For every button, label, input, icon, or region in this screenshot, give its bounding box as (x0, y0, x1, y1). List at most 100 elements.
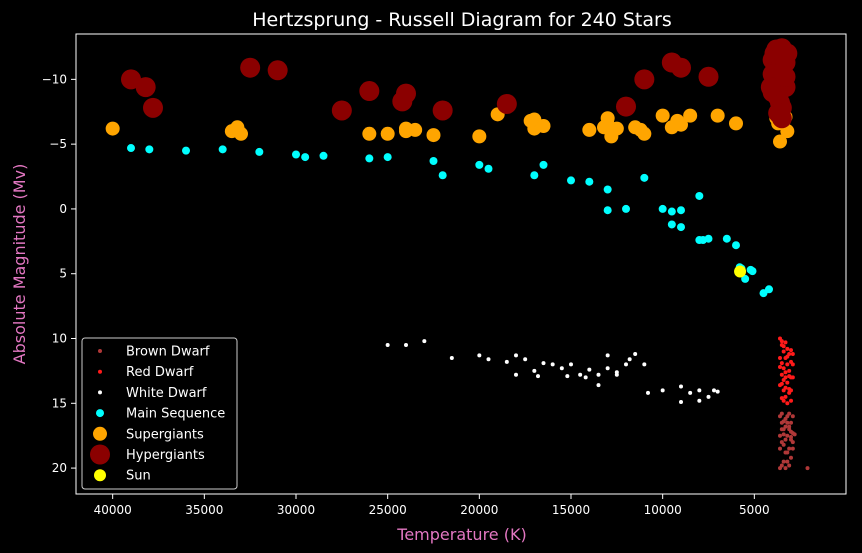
data-point (182, 146, 190, 155)
data-point (790, 362, 795, 367)
data-point (514, 372, 518, 377)
data-point (785, 354, 790, 359)
data-point (319, 151, 328, 160)
data-point (790, 414, 795, 419)
data-point (781, 459, 786, 464)
data-point (789, 388, 793, 393)
data-point (539, 160, 548, 169)
data-point (240, 57, 261, 78)
data-point (655, 108, 670, 123)
legend-label: Main Sequence (126, 407, 225, 422)
y-tick-label: −5 (49, 137, 67, 151)
data-point (785, 433, 790, 438)
data-point (622, 204, 630, 213)
data-point (771, 38, 792, 59)
data-point (779, 427, 784, 432)
data-point (624, 362, 628, 367)
data-point (695, 236, 704, 245)
data-point (778, 446, 782, 451)
data-point (671, 57, 691, 78)
data-point (734, 265, 747, 278)
data-point (582, 122, 597, 137)
x-tick-label: 30000 (277, 503, 315, 517)
data-point (792, 432, 797, 437)
data-point (404, 342, 408, 347)
data-point (710, 108, 725, 123)
y-tick-label: 5 (59, 267, 67, 281)
data-point (559, 366, 564, 371)
series-main-sequence (127, 144, 773, 298)
plot-frame (75, 33, 847, 495)
legend: Brown Dwarf Red Dwarf White Dwarf Main Sequ… (81, 337, 238, 490)
series-hypergiants (121, 38, 798, 129)
data-point (583, 375, 588, 380)
data-point (729, 116, 743, 131)
data-point (362, 126, 377, 141)
data-point (218, 145, 227, 154)
x-tick-label: 10000 (644, 503, 682, 517)
data-point (785, 362, 790, 367)
data-point (677, 223, 685, 232)
data-point (255, 147, 264, 156)
series-brown-dwarf (778, 411, 810, 471)
data-point (616, 96, 636, 117)
x-axis-label: Temperature (K) (396, 525, 526, 544)
x-tick-label: 5000 (739, 503, 770, 517)
data-point (486, 357, 491, 362)
data-point (292, 150, 300, 159)
data-point (779, 411, 784, 416)
x-tick-label: 20000 (460, 503, 498, 517)
data-point (380, 126, 395, 141)
series-red-dwarf (778, 336, 795, 406)
data-point (785, 401, 790, 406)
data-point (785, 459, 790, 464)
legend-label: Red Dwarf (126, 365, 194, 380)
data-point (783, 437, 788, 442)
data-point (565, 374, 570, 379)
data-point (230, 120, 245, 135)
data-point (667, 207, 676, 216)
data-point (532, 368, 537, 373)
data-point (732, 241, 740, 250)
data-point (484, 164, 493, 173)
data-point (781, 442, 786, 447)
legend-marker (98, 369, 102, 374)
data-point (523, 113, 538, 128)
data-point (536, 374, 540, 379)
data-point (775, 66, 796, 87)
data-point (121, 69, 141, 90)
data-point (603, 206, 612, 215)
data-point (679, 384, 683, 389)
data-point (399, 121, 413, 136)
legend-label: White Dwarf (126, 386, 207, 401)
data-point (301, 153, 310, 162)
data-point (143, 97, 163, 118)
data-point (781, 398, 786, 403)
data-point (695, 191, 704, 200)
data-point (789, 398, 793, 403)
legend-marker (98, 390, 102, 395)
data-point (422, 339, 427, 344)
data-point (670, 113, 685, 128)
data-point (783, 370, 788, 375)
data-point (785, 420, 790, 425)
data-point (359, 81, 380, 102)
data-point (781, 344, 786, 349)
data-point (783, 394, 788, 399)
legend-label: Brown Dwarf (126, 345, 210, 360)
data-point (614, 372, 619, 377)
legend-label: Supergiants (126, 427, 204, 442)
data-point (805, 466, 810, 471)
data-point (605, 353, 610, 358)
data-point (634, 69, 655, 90)
legend-marker (90, 444, 110, 465)
data-point (475, 160, 484, 169)
data-point (789, 348, 793, 353)
legend-marker (98, 349, 102, 353)
data-point (789, 455, 793, 460)
data-point (605, 366, 610, 371)
data-point (712, 388, 716, 393)
data-point (658, 204, 667, 213)
data-point (778, 355, 782, 360)
